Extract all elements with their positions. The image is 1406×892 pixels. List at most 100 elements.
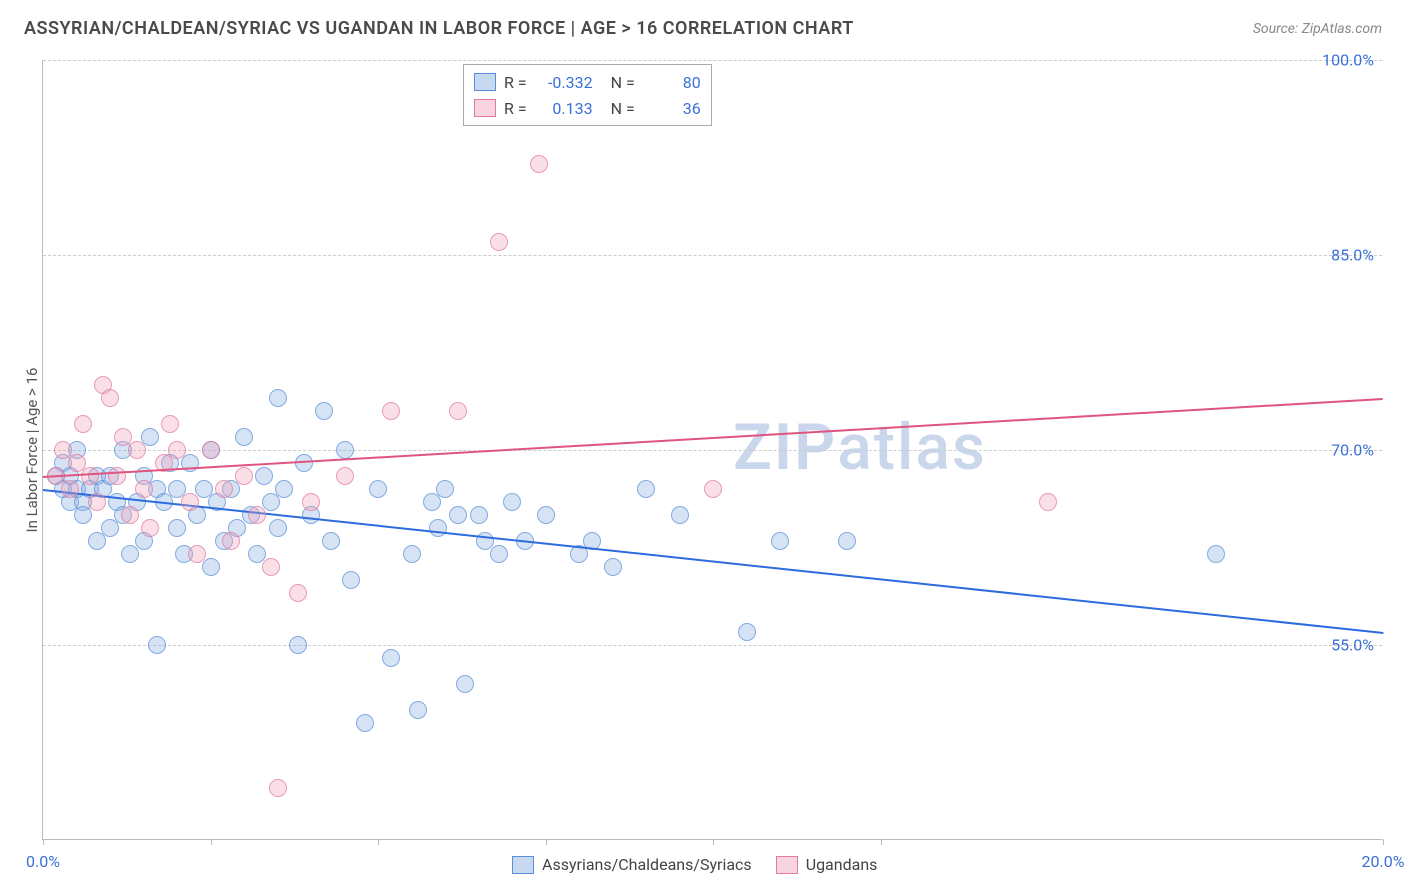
- data-point: [429, 519, 447, 537]
- x-tick: [211, 839, 212, 845]
- x-tick-label: 20.0%: [1362, 852, 1405, 871]
- plot-wrapper: In Labor Force | Age > 16 ZIPatlas R =-0…: [42, 60, 1382, 840]
- x-tick: [1383, 839, 1384, 845]
- series-legend: Assyrians/Chaldeans/Syriacs Ugandans: [512, 855, 877, 874]
- data-point: [141, 519, 159, 537]
- x-tick: [546, 839, 547, 845]
- data-point: [202, 558, 220, 576]
- legend-label: Assyrians/Chaldeans/Syriacs: [542, 855, 752, 874]
- data-point: [74, 415, 92, 433]
- data-point: [248, 506, 266, 524]
- data-point: [671, 506, 689, 524]
- r-value: 0.133: [535, 99, 593, 118]
- y-tick-label: 100.0%: [1322, 51, 1374, 70]
- data-point: [235, 467, 253, 485]
- data-point: [202, 441, 220, 459]
- data-point: [1039, 493, 1057, 511]
- data-point: [449, 402, 467, 420]
- x-tick: [378, 839, 379, 845]
- r-label: R =: [504, 99, 527, 118]
- legend-swatch: [474, 73, 496, 91]
- data-point: [161, 415, 179, 433]
- data-point: [503, 493, 521, 511]
- data-point: [490, 545, 508, 563]
- data-point: [269, 389, 287, 407]
- gridline-h: [43, 60, 1382, 61]
- data-point: [168, 519, 186, 537]
- data-point: [61, 480, 79, 498]
- data-point: [637, 480, 655, 498]
- data-point: [403, 545, 421, 563]
- data-point: [269, 519, 287, 537]
- x-tick: [713, 839, 714, 845]
- data-point: [449, 506, 467, 524]
- data-point: [604, 558, 622, 576]
- trend-line: [43, 489, 1383, 634]
- data-point: [315, 402, 333, 420]
- stats-legend: R = -0.332 N = 80 R = 0.133 N = 36: [463, 64, 712, 126]
- data-point: [101, 389, 119, 407]
- legend-label: Ugandans: [806, 855, 878, 874]
- data-point: [342, 571, 360, 589]
- data-point: [168, 441, 186, 459]
- data-point: [1207, 545, 1225, 563]
- data-point: [382, 649, 400, 667]
- data-point: [188, 545, 206, 563]
- data-point: [322, 532, 340, 550]
- n-label: N =: [611, 73, 635, 92]
- data-point: [101, 519, 119, 537]
- data-point: [262, 493, 280, 511]
- data-point: [456, 675, 474, 693]
- data-point: [88, 532, 106, 550]
- data-point: [356, 714, 374, 732]
- data-point: [302, 493, 320, 511]
- data-point: [235, 428, 253, 446]
- data-point: [121, 506, 139, 524]
- watermark: ZIPatlas: [733, 410, 987, 485]
- legend-swatch: [474, 99, 496, 117]
- data-point: [369, 480, 387, 498]
- legend-item: Ugandans: [776, 855, 878, 874]
- gridline-h: [43, 255, 1382, 256]
- legend-row: R = -0.332 N = 80: [474, 69, 701, 95]
- chart-title: ASSYRIAN/CHALDEAN/SYRIAC VS UGANDAN IN L…: [24, 18, 854, 39]
- legend-swatch: [512, 856, 534, 874]
- y-tick-label: 70.0%: [1331, 441, 1374, 460]
- source-label: Source: ZipAtlas.com: [1253, 21, 1382, 37]
- data-point: [128, 441, 146, 459]
- n-value: 80: [643, 73, 701, 92]
- r-label: R =: [504, 73, 527, 92]
- data-point: [141, 428, 159, 446]
- y-tick-label: 85.0%: [1331, 246, 1374, 265]
- data-point: [215, 480, 233, 498]
- plot-area: ZIPatlas R =-0.332N =80R =0.133N =36 55.…: [42, 60, 1382, 840]
- data-point: [423, 493, 441, 511]
- x-tick: [881, 839, 882, 845]
- data-point: [148, 636, 166, 654]
- data-point: [88, 493, 106, 511]
- data-point: [530, 155, 548, 173]
- data-point: [108, 467, 126, 485]
- n-value: 36: [643, 99, 701, 118]
- data-point: [275, 480, 293, 498]
- r-value: -0.332: [535, 73, 593, 92]
- legend-row: R = 0.133 N = 36: [474, 95, 701, 121]
- data-point: [436, 480, 454, 498]
- data-point: [289, 636, 307, 654]
- data-point: [704, 480, 722, 498]
- data-point: [336, 441, 354, 459]
- gridline-h: [43, 645, 1382, 646]
- data-point: [382, 402, 400, 420]
- data-point: [262, 558, 280, 576]
- data-point: [269, 779, 287, 797]
- data-point: [181, 493, 199, 511]
- data-point: [255, 467, 273, 485]
- data-point: [135, 480, 153, 498]
- chart-header: ASSYRIAN/CHALDEAN/SYRIAC VS UGANDAN IN L…: [0, 0, 1406, 47]
- data-point: [222, 532, 240, 550]
- n-label: N =: [611, 99, 635, 118]
- data-point: [336, 467, 354, 485]
- data-point: [81, 467, 99, 485]
- legend-swatch: [776, 856, 798, 874]
- data-point: [409, 701, 427, 719]
